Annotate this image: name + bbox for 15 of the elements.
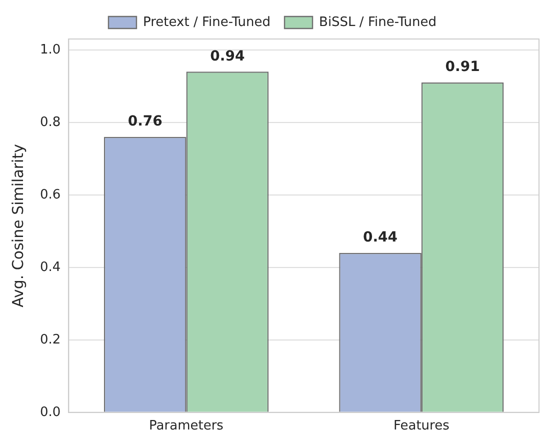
legend-label: BiSSL / Fine-Tuned — [319, 14, 437, 30]
x-tick-label: Parameters — [149, 418, 224, 434]
data-label: 0.76 — [128, 114, 162, 130]
y-tick-label: 0.8 — [40, 114, 61, 130]
y-tick-label: 1.0 — [40, 42, 61, 58]
y-tick-label: 0.0 — [40, 404, 61, 420]
data-label: 0.94 — [210, 48, 245, 64]
y-tick-label: 0.2 — [40, 332, 61, 348]
data-label: 0.44 — [362, 230, 398, 246]
legend-label: Pretext / Fine-Tuned — [142, 14, 271, 30]
y-tick-label: 0.6 — [40, 187, 61, 202]
y-axis-title: Avg. Cosine Similarity — [8, 144, 27, 308]
x-tick-label: Features — [393, 418, 450, 434]
y-tick-label: 0.4 — [40, 260, 61, 275]
data-label: 0.91 — [445, 59, 480, 76]
